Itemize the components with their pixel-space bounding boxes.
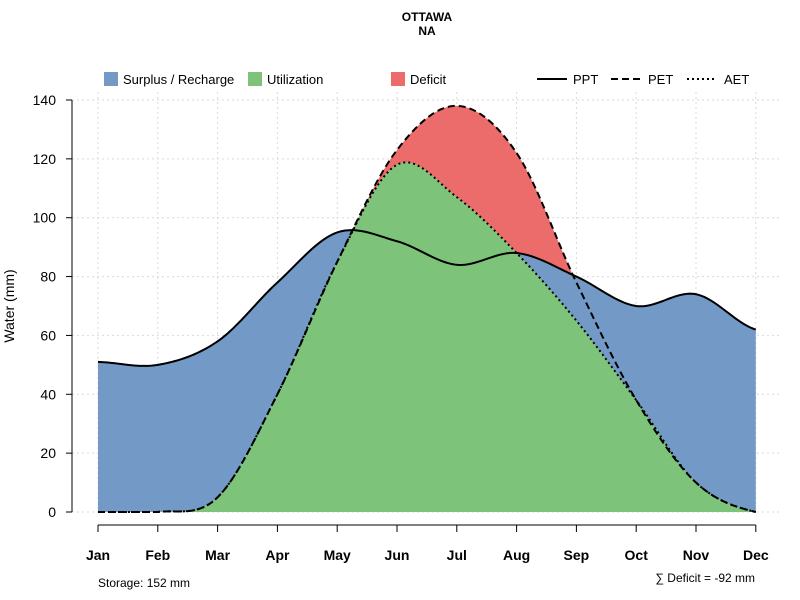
y-tick-label: 120 xyxy=(33,151,57,167)
x-tick-label-sep: Sep xyxy=(564,547,590,563)
legend-utilization-swatch xyxy=(248,72,262,86)
y-tick-label: 100 xyxy=(33,210,57,226)
y-tick-label: 20 xyxy=(40,445,56,461)
x-tick-label-dec: Dec xyxy=(743,547,769,563)
aet-line xyxy=(98,161,757,513)
x-tick-label-nov: Nov xyxy=(683,547,710,563)
y-axis-label: Water (mm) xyxy=(1,269,17,342)
area-layer xyxy=(98,105,756,512)
legend-surplus-label: Surplus / Recharge xyxy=(123,72,234,87)
ppt-line xyxy=(97,229,757,367)
legend-utilization-label: Utilization xyxy=(267,72,323,87)
legend-ppt-label: PPT xyxy=(573,72,598,87)
x-tick-label-oct: Oct xyxy=(625,547,649,563)
x-tick-label-mar: Mar xyxy=(205,547,230,563)
y-tick-label: 140 xyxy=(33,92,57,108)
x-tick-label-may: May xyxy=(324,547,351,563)
y-tick-label: 80 xyxy=(40,269,56,285)
chart-subtitle: NA xyxy=(418,24,436,38)
x-tick-label-jan: Jan xyxy=(86,547,110,563)
axis-layer: 0 20 40 60 80 100 120 140 Jan Feb Mar Apr May Jun Jul A… xyxy=(33,92,769,563)
legend-pet-label: PET xyxy=(648,72,673,87)
x-tick-label-feb: Feb xyxy=(145,547,170,563)
legend-surplus-swatch xyxy=(104,72,118,86)
legend-deficit-label: Deficit xyxy=(410,72,447,87)
storage-note: Storage: 152 mm xyxy=(98,576,190,590)
x-tick-label-jul: Jul xyxy=(447,547,467,563)
legend-deficit-swatch xyxy=(391,72,405,86)
line-layer xyxy=(97,104,757,513)
x-tick-label-apr: Apr xyxy=(265,547,290,563)
chart-title: OTTAWA xyxy=(402,10,453,24)
deficit-note: ∑ Deficit = -92 mm xyxy=(655,571,755,585)
y-tick-label: 60 xyxy=(40,327,56,343)
y-tick-label: 40 xyxy=(40,386,56,402)
x-tick-label-jun: Jun xyxy=(385,547,410,563)
legend-aet-label: AET xyxy=(724,72,749,87)
y-tick-label: 0 xyxy=(48,504,56,520)
x-tick-label-aug: Aug xyxy=(503,547,530,563)
legend: Surplus / Recharge Utilization Deficit P… xyxy=(104,72,749,87)
